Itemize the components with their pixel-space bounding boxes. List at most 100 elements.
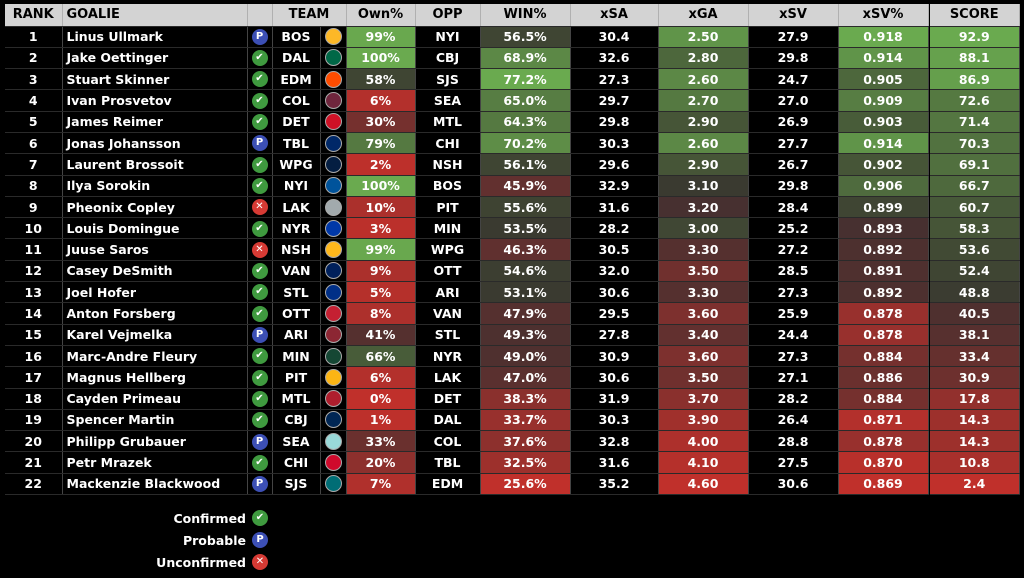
goalie-name-cell[interactable]: Ivan Prosvetov (62, 89, 248, 112)
goalie-name-cell[interactable]: Petr Mrazek (62, 451, 248, 474)
goalie-name-cell[interactable]: Stuart Skinner (62, 68, 248, 91)
header-xsa[interactable]: xSA (570, 4, 659, 27)
score-row[interactable]: 71.4 (930, 111, 1020, 133)
xsa-cell: 27.3 (570, 68, 659, 91)
header-team[interactable]: TEAM (272, 4, 347, 27)
goalie-name-cell[interactable]: Philipp Grubauer (62, 430, 248, 453)
table-row[interactable]: 12 Casey DeSmith ✔ VAN 9% OTT 54.6% 32.0 3.50 28.… (5, 260, 929, 283)
goalie-name-cell[interactable]: Spencer Martin (62, 409, 248, 432)
table-row[interactable]: 13 Joel Hofer ✔ STL 5% ARI 53.1% 30.6 3.30 27.3 0.… (5, 281, 929, 304)
score-row[interactable]: 10.8 (930, 451, 1020, 474)
legend-label: Confirmed (173, 510, 246, 526)
table-row[interactable]: 6 Jonas Johansson P TBL 79% CHI 70.2% 30.3 2.60 2… (5, 132, 929, 155)
win-pct-cell: 49.3% (480, 324, 571, 346)
probable-status-icon: P (252, 532, 268, 548)
table-row[interactable]: 9 Pheonix Copley ✕ LAK 10% PIT 55.6% 31.6 3.20 28… (5, 196, 929, 219)
table-row[interactable]: 8 Ilya Sorokin ✔ NYI 100% BOS 45.9% 32.9 3.10 29.… (5, 175, 929, 197)
score-row[interactable]: 33.4 (930, 345, 1020, 368)
score-row[interactable]: 86.9 (930, 68, 1020, 91)
goalie-name-cell[interactable]: Anton Forsberg (62, 302, 248, 325)
header-xga[interactable]: xGA (658, 4, 749, 27)
table-row[interactable]: 21 Petr Mrazek ✔ CHI 20% TBL 32.5% 31.6 4.10 27.5… (5, 451, 929, 474)
header-rank[interactable]: RANK (5, 4, 63, 27)
team-logo-icon (324, 454, 342, 472)
xga-cell: 3.30 (658, 281, 749, 304)
table-row[interactable]: 3 Stuart Skinner ✔ EDM 58% SJS 77.2% 27.3 2.60 24… (5, 68, 929, 91)
goalie-name-cell[interactable]: Linus Ullmark (62, 26, 248, 48)
goalie-name-cell[interactable]: Louis Domingue (62, 217, 248, 240)
score-row[interactable]: 58.3 (930, 217, 1020, 240)
table-row[interactable]: 11 Juuse Saros ✕ NSH 99% WPG 46.3% 30.5 3.30 27.2… (5, 238, 929, 261)
goalie-name-cell[interactable]: Jake Oettinger (62, 47, 248, 70)
table-row[interactable]: 15 Karel Vejmelka P ARI 41% STL 49.3% 27.8 3.40 2… (5, 324, 929, 346)
goalie-name-cell[interactable]: Joel Hofer (62, 281, 248, 304)
ownership-cell: 9% (346, 260, 416, 283)
win-pct-cell: 64.3% (480, 111, 571, 133)
goalie-name-cell[interactable]: Laurent Brossoit (62, 153, 248, 176)
team-logo-icon (324, 411, 342, 429)
goalie-name-cell[interactable]: James Reimer (62, 111, 248, 133)
table-row[interactable]: 18 Cayden Primeau ✔ MTL 0% DET 38.3% 31.9 3.70 28… (5, 388, 929, 410)
goalie-name-cell[interactable]: Juuse Saros (62, 238, 248, 261)
score-row[interactable]: 88.1 (930, 47, 1020, 70)
confirmed-status-icon: ✔ (251, 412, 268, 429)
table-row[interactable]: 17 Magnus Hellberg ✔ PIT 6% LAK 47.0% 30.6 3.50 2… (5, 366, 929, 389)
score-row[interactable]: 30.9 (930, 366, 1020, 389)
score-row[interactable]: 40.5 (930, 302, 1020, 325)
goalie-name-cell[interactable]: Cayden Primeau (62, 388, 248, 410)
xsv-pct-cell: 0.906 (838, 175, 929, 197)
rank-cell: 15 (5, 324, 63, 346)
goalie-name-cell[interactable]: Jonas Johansson (62, 132, 248, 155)
ownership-cell: 6% (346, 366, 416, 389)
header-win[interactable]: WIN% (480, 4, 571, 27)
table-row[interactable]: 2 Jake Oettinger ✔ DAL 100% CBJ 68.9% 32.6 2.80 2… (5, 47, 929, 70)
header-own[interactable]: Own% (346, 4, 416, 27)
header-xsv[interactable]: xSV (748, 4, 839, 27)
table-row[interactable]: 20 Philipp Grubauer P SEA 33% COL 37.6% 32.8 4.0… (5, 430, 929, 453)
table-row[interactable]: 7 Laurent Brossoit ✔ WPG 2% NSH 56.1% 29.6 2.90 2… (5, 153, 929, 176)
table-row[interactable]: 5 James Reimer ✔ DET 30% MTL 64.3% 29.8 2.90 26.9… (5, 111, 929, 133)
score-row[interactable]: 92.9 (930, 26, 1020, 48)
table-row[interactable]: 1 Linus Ullmark P BOS 99% NYI 56.5% 30.4 2.50 27.… (5, 26, 929, 48)
goalie-name-cell[interactable]: Ilya Sorokin (62, 175, 248, 197)
probable-status-icon: P (251, 28, 268, 45)
score-cell: 40.5 (930, 302, 1020, 325)
win-pct-cell: 56.1% (480, 153, 571, 176)
table-row[interactable]: 14 Anton Forsberg ✔ OTT 8% VAN 47.9% 29.5 3.60 25… (5, 302, 929, 325)
xsa-cell: 31.9 (570, 388, 659, 410)
goalie-name-cell[interactable]: Marc-Andre Fleury (62, 345, 248, 368)
table-row[interactable]: 19 Spencer Martin ✔ CBJ 1% DAL 33.7% 30.3 3.90 26… (5, 409, 929, 432)
xsv-pct-cell: 0.884 (838, 388, 929, 410)
score-row[interactable]: 66.7 (930, 175, 1020, 197)
header-score[interactable]: SCORE (930, 4, 1020, 27)
header-opp[interactable]: OPP (415, 4, 481, 27)
table-row[interactable]: 10 Louis Domingue ✔ NYR 3% MIN 53.5% 28.2 3.00 25… (5, 217, 929, 240)
header-goalie[interactable]: GOALIE (62, 4, 248, 27)
xsv-cell: 27.1 (748, 366, 839, 389)
score-row[interactable]: 17.8 (930, 388, 1020, 410)
score-row[interactable]: 72.6 (930, 89, 1020, 112)
score-row[interactable]: 14.3 (930, 430, 1020, 453)
score-row[interactable]: 38.1 (930, 324, 1020, 346)
score-row[interactable]: 60.7 (930, 196, 1020, 219)
team-cell: TBL (272, 132, 321, 155)
goalie-name-cell[interactable]: Magnus Hellberg (62, 366, 248, 389)
rank-cell: 6 (5, 132, 63, 155)
score-row[interactable]: 2.4 (930, 473, 1020, 496)
score-row[interactable]: 69.1 (930, 153, 1020, 176)
probable-status-icon: P (251, 433, 268, 450)
goalie-name-cell[interactable]: Mackenzie Blackwood (62, 473, 248, 496)
score-row[interactable]: 14.3 (930, 409, 1020, 432)
goalie-name-cell[interactable]: Casey DeSmith (62, 260, 248, 283)
score-row[interactable]: 48.8 (930, 281, 1020, 304)
score-row[interactable]: 70.3 (930, 132, 1020, 155)
xga-cell: 3.60 (658, 345, 749, 368)
score-row[interactable]: 53.6 (930, 238, 1020, 261)
table-row[interactable]: 22 Mackenzie Blackwood P SJS 7% EDM 25.6% 35.2 4… (5, 473, 929, 496)
table-row[interactable]: 4 Ivan Prosvetov ✔ COL 6% SEA 65.0% 29.7 2.70 27.… (5, 89, 929, 112)
goalie-name-cell[interactable]: Karel Vejmelka (62, 324, 248, 346)
score-row[interactable]: 52.4 (930, 260, 1020, 283)
table-row[interactable]: 16 Marc-Andre Fleury ✔ MIN 66% NYR 49.0% 30.9 3.… (5, 345, 929, 368)
header-xsvpct[interactable]: xSV% (838, 4, 929, 27)
goalie-name-cell[interactable]: Pheonix Copley (62, 196, 248, 219)
